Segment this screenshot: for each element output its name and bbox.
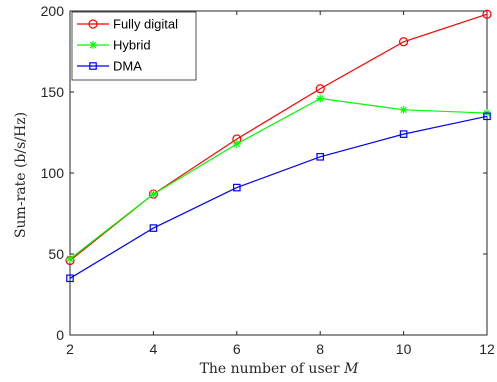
legend-label: Fully digital xyxy=(113,17,178,32)
x-axis: 2 4 6 8 10 12 xyxy=(66,11,495,357)
y-tick-label: 200 xyxy=(41,3,65,19)
data-point xyxy=(149,224,158,232)
x-tick-label: 4 xyxy=(150,341,158,357)
data-point xyxy=(399,105,408,114)
legend-marker xyxy=(89,62,97,70)
y-axis-label: Sum-rate (b/s/Hz) xyxy=(13,112,29,238)
data-point xyxy=(232,139,241,148)
x-tick-label: 6 xyxy=(233,341,241,357)
data-point xyxy=(316,153,325,161)
data-point xyxy=(66,274,74,283)
x-axis-label: The number of user M xyxy=(200,361,359,377)
series-layer xyxy=(65,9,492,283)
series-line xyxy=(69,115,488,279)
data-point xyxy=(399,130,408,138)
data-point xyxy=(483,112,491,121)
data-point xyxy=(399,37,409,47)
series-line xyxy=(69,97,488,260)
x-tick-label: 10 xyxy=(396,341,412,357)
y-tick-label: 100 xyxy=(41,165,65,181)
legend-item: Fully digital xyxy=(77,17,178,32)
data-point xyxy=(482,9,492,19)
legend-item: Hybrid xyxy=(77,38,151,53)
data-point xyxy=(149,190,158,199)
legend: Fully digital Hybrid DMA xyxy=(71,11,197,81)
y-tick-label: 150 xyxy=(41,84,65,100)
data-point xyxy=(316,94,325,103)
legend-marker xyxy=(89,41,97,49)
legend-label: DMA xyxy=(113,59,142,74)
y-axis: 0 50 100 150 200 xyxy=(41,3,487,343)
x-tick-label: 12 xyxy=(479,341,495,357)
x-tick-label: 8 xyxy=(316,341,324,357)
data-point xyxy=(233,183,241,192)
data-point xyxy=(66,254,74,263)
y-tick-label: 50 xyxy=(48,246,64,262)
x-tick-label: 2 xyxy=(66,341,74,357)
legend-label: Hybrid xyxy=(113,38,151,53)
x-axis-label-variable: M xyxy=(343,361,359,377)
data-point xyxy=(315,84,325,94)
y-tick-label: 0 xyxy=(56,327,64,343)
legend-item: DMA xyxy=(77,59,142,74)
series-dma xyxy=(66,112,491,283)
legend-marker xyxy=(88,19,98,29)
